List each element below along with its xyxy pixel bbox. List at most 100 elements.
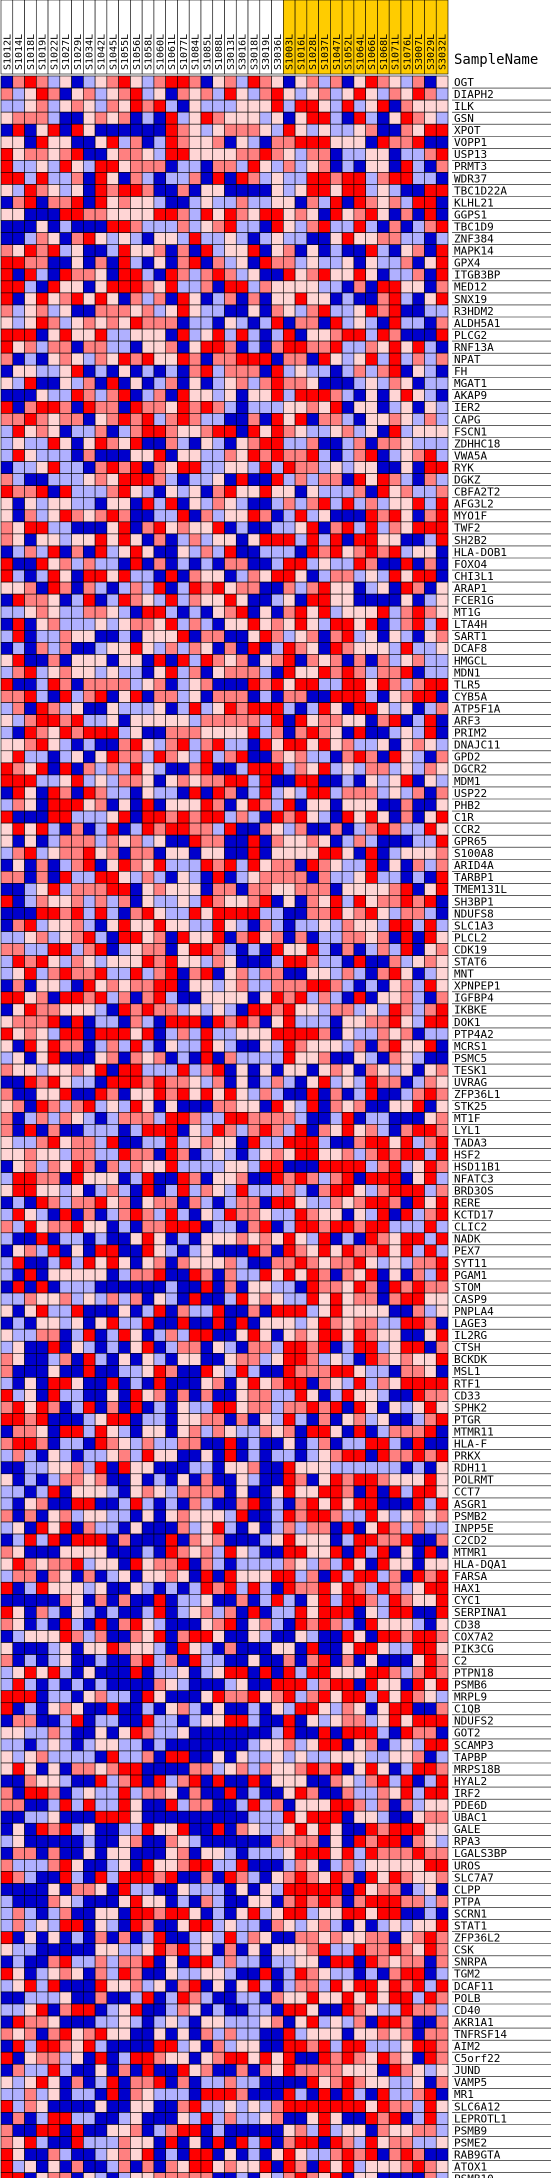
- heatmap-cell: [307, 775, 319, 787]
- heatmap-cell: [25, 787, 37, 799]
- heatmap-cell: [13, 1112, 25, 1124]
- heatmap-cell: [154, 160, 166, 172]
- heatmap-cell: [189, 1028, 201, 1040]
- heatmap-cell: [48, 233, 60, 245]
- heatmap-cell: [225, 1209, 237, 1221]
- heatmap-cell: [283, 341, 295, 353]
- heatmap-cell: [142, 763, 154, 775]
- heatmap-cell: [248, 679, 260, 691]
- heatmap-cell: [225, 184, 237, 196]
- heatmap-cell: [366, 148, 378, 160]
- heatmap-cell: [201, 835, 213, 847]
- heatmap-cell: [342, 124, 354, 136]
- heatmap-cell: [283, 377, 295, 389]
- heatmap-cell: [330, 233, 342, 245]
- heatmap-cell: [307, 486, 319, 498]
- heatmap-cell: [177, 1004, 189, 1016]
- heatmap-cell: [154, 450, 166, 462]
- heatmap-cell: [248, 751, 260, 763]
- heatmap-cell: [225, 1486, 237, 1498]
- heatmap-cell: [119, 932, 131, 944]
- heatmap-cell: [154, 510, 166, 522]
- heatmap-cell: [189, 1245, 201, 1257]
- heatmap-cell: [319, 269, 331, 281]
- heatmap-cell: [130, 1028, 142, 1040]
- heatmap-cell: [1, 281, 13, 293]
- heatmap-cell: [201, 871, 213, 883]
- heatmap-cell: [389, 594, 401, 606]
- heatmap-cell: [248, 871, 260, 883]
- heatmap-cell: [60, 1498, 72, 1510]
- heatmap-cell: [354, 727, 366, 739]
- row-label: CASP9: [454, 1293, 487, 1306]
- heatmap-cell: [48, 1209, 60, 1221]
- heatmap-cell: [248, 1233, 260, 1245]
- heatmap-cell: [166, 727, 178, 739]
- heatmap-cell: [354, 691, 366, 703]
- row-label: XPNPEP1: [454, 980, 500, 993]
- heatmap-cell: [389, 618, 401, 630]
- heatmap-cell: [213, 1341, 225, 1353]
- heatmap-cell: [330, 136, 342, 148]
- heatmap-cell: [166, 1389, 178, 1401]
- heatmap-cell: [13, 1245, 25, 1257]
- heatmap-cell: [366, 1076, 378, 1088]
- heatmap-cell: [72, 799, 84, 811]
- heatmap-cell: [342, 1197, 354, 1209]
- heatmap-cell: [25, 450, 37, 462]
- heatmap-cell: [225, 233, 237, 245]
- heatmap-cell: [25, 1486, 37, 1498]
- heatmap-cell: [225, 763, 237, 775]
- heatmap-cell: [13, 546, 25, 558]
- heatmap-row: [1, 1076, 448, 1088]
- heatmap-cell: [389, 486, 401, 498]
- heatmap-cell: [366, 401, 378, 413]
- heatmap-cell: [48, 76, 60, 88]
- heatmap-cell: [166, 823, 178, 835]
- heatmap-row: [1, 666, 448, 678]
- heatmap-cell: [119, 221, 131, 233]
- heatmap-cell: [236, 245, 248, 257]
- heatmap-cell: [13, 1040, 25, 1052]
- heatmap-cell: [154, 486, 166, 498]
- heatmap-cell: [389, 1124, 401, 1136]
- heatmap-cell: [60, 1389, 72, 1401]
- heatmap-cell: [25, 1136, 37, 1148]
- heatmap-cell: [436, 281, 448, 293]
- heatmap-cell: [330, 172, 342, 184]
- heatmap-cell: [107, 184, 119, 196]
- heatmap-cell: [389, 739, 401, 751]
- heatmap-cell: [142, 88, 154, 100]
- heatmap-cell: [330, 1028, 342, 1040]
- heatmap-cell: [236, 703, 248, 715]
- heatmap-cell: [25, 1341, 37, 1353]
- heatmap-cell: [177, 401, 189, 413]
- heatmap-cell: [283, 932, 295, 944]
- heatmap-cell: [201, 1028, 213, 1040]
- heatmap-cell: [272, 1377, 284, 1389]
- heatmap-cell: [72, 1293, 84, 1305]
- heatmap-cell: [366, 1462, 378, 1474]
- heatmap-cell: [1, 751, 13, 763]
- heatmap-cell: [154, 932, 166, 944]
- heatmap-cell: [72, 546, 84, 558]
- heatmap-cell: [307, 1197, 319, 1209]
- heatmap-cell: [236, 1438, 248, 1450]
- heatmap-cell: [366, 739, 378, 751]
- heatmap-cell: [72, 1088, 84, 1100]
- heatmap-cell: [166, 76, 178, 88]
- heatmap-cell: [48, 1293, 60, 1305]
- heatmap-cell: [119, 1136, 131, 1148]
- heatmap-cell: [13, 1486, 25, 1498]
- heatmap-cell: [319, 413, 331, 425]
- heatmap-cell: [154, 895, 166, 907]
- heatmap-cell: [236, 654, 248, 666]
- heatmap-cell: [107, 883, 119, 895]
- heatmap-cell: [295, 594, 307, 606]
- heatmap-cell: [13, 1450, 25, 1462]
- heatmap-cell: [413, 703, 425, 715]
- heatmap-cell: [436, 799, 448, 811]
- heatmap-cell: [272, 679, 284, 691]
- heatmap-cell: [95, 1450, 107, 1462]
- heatmap-cell: [107, 1486, 119, 1498]
